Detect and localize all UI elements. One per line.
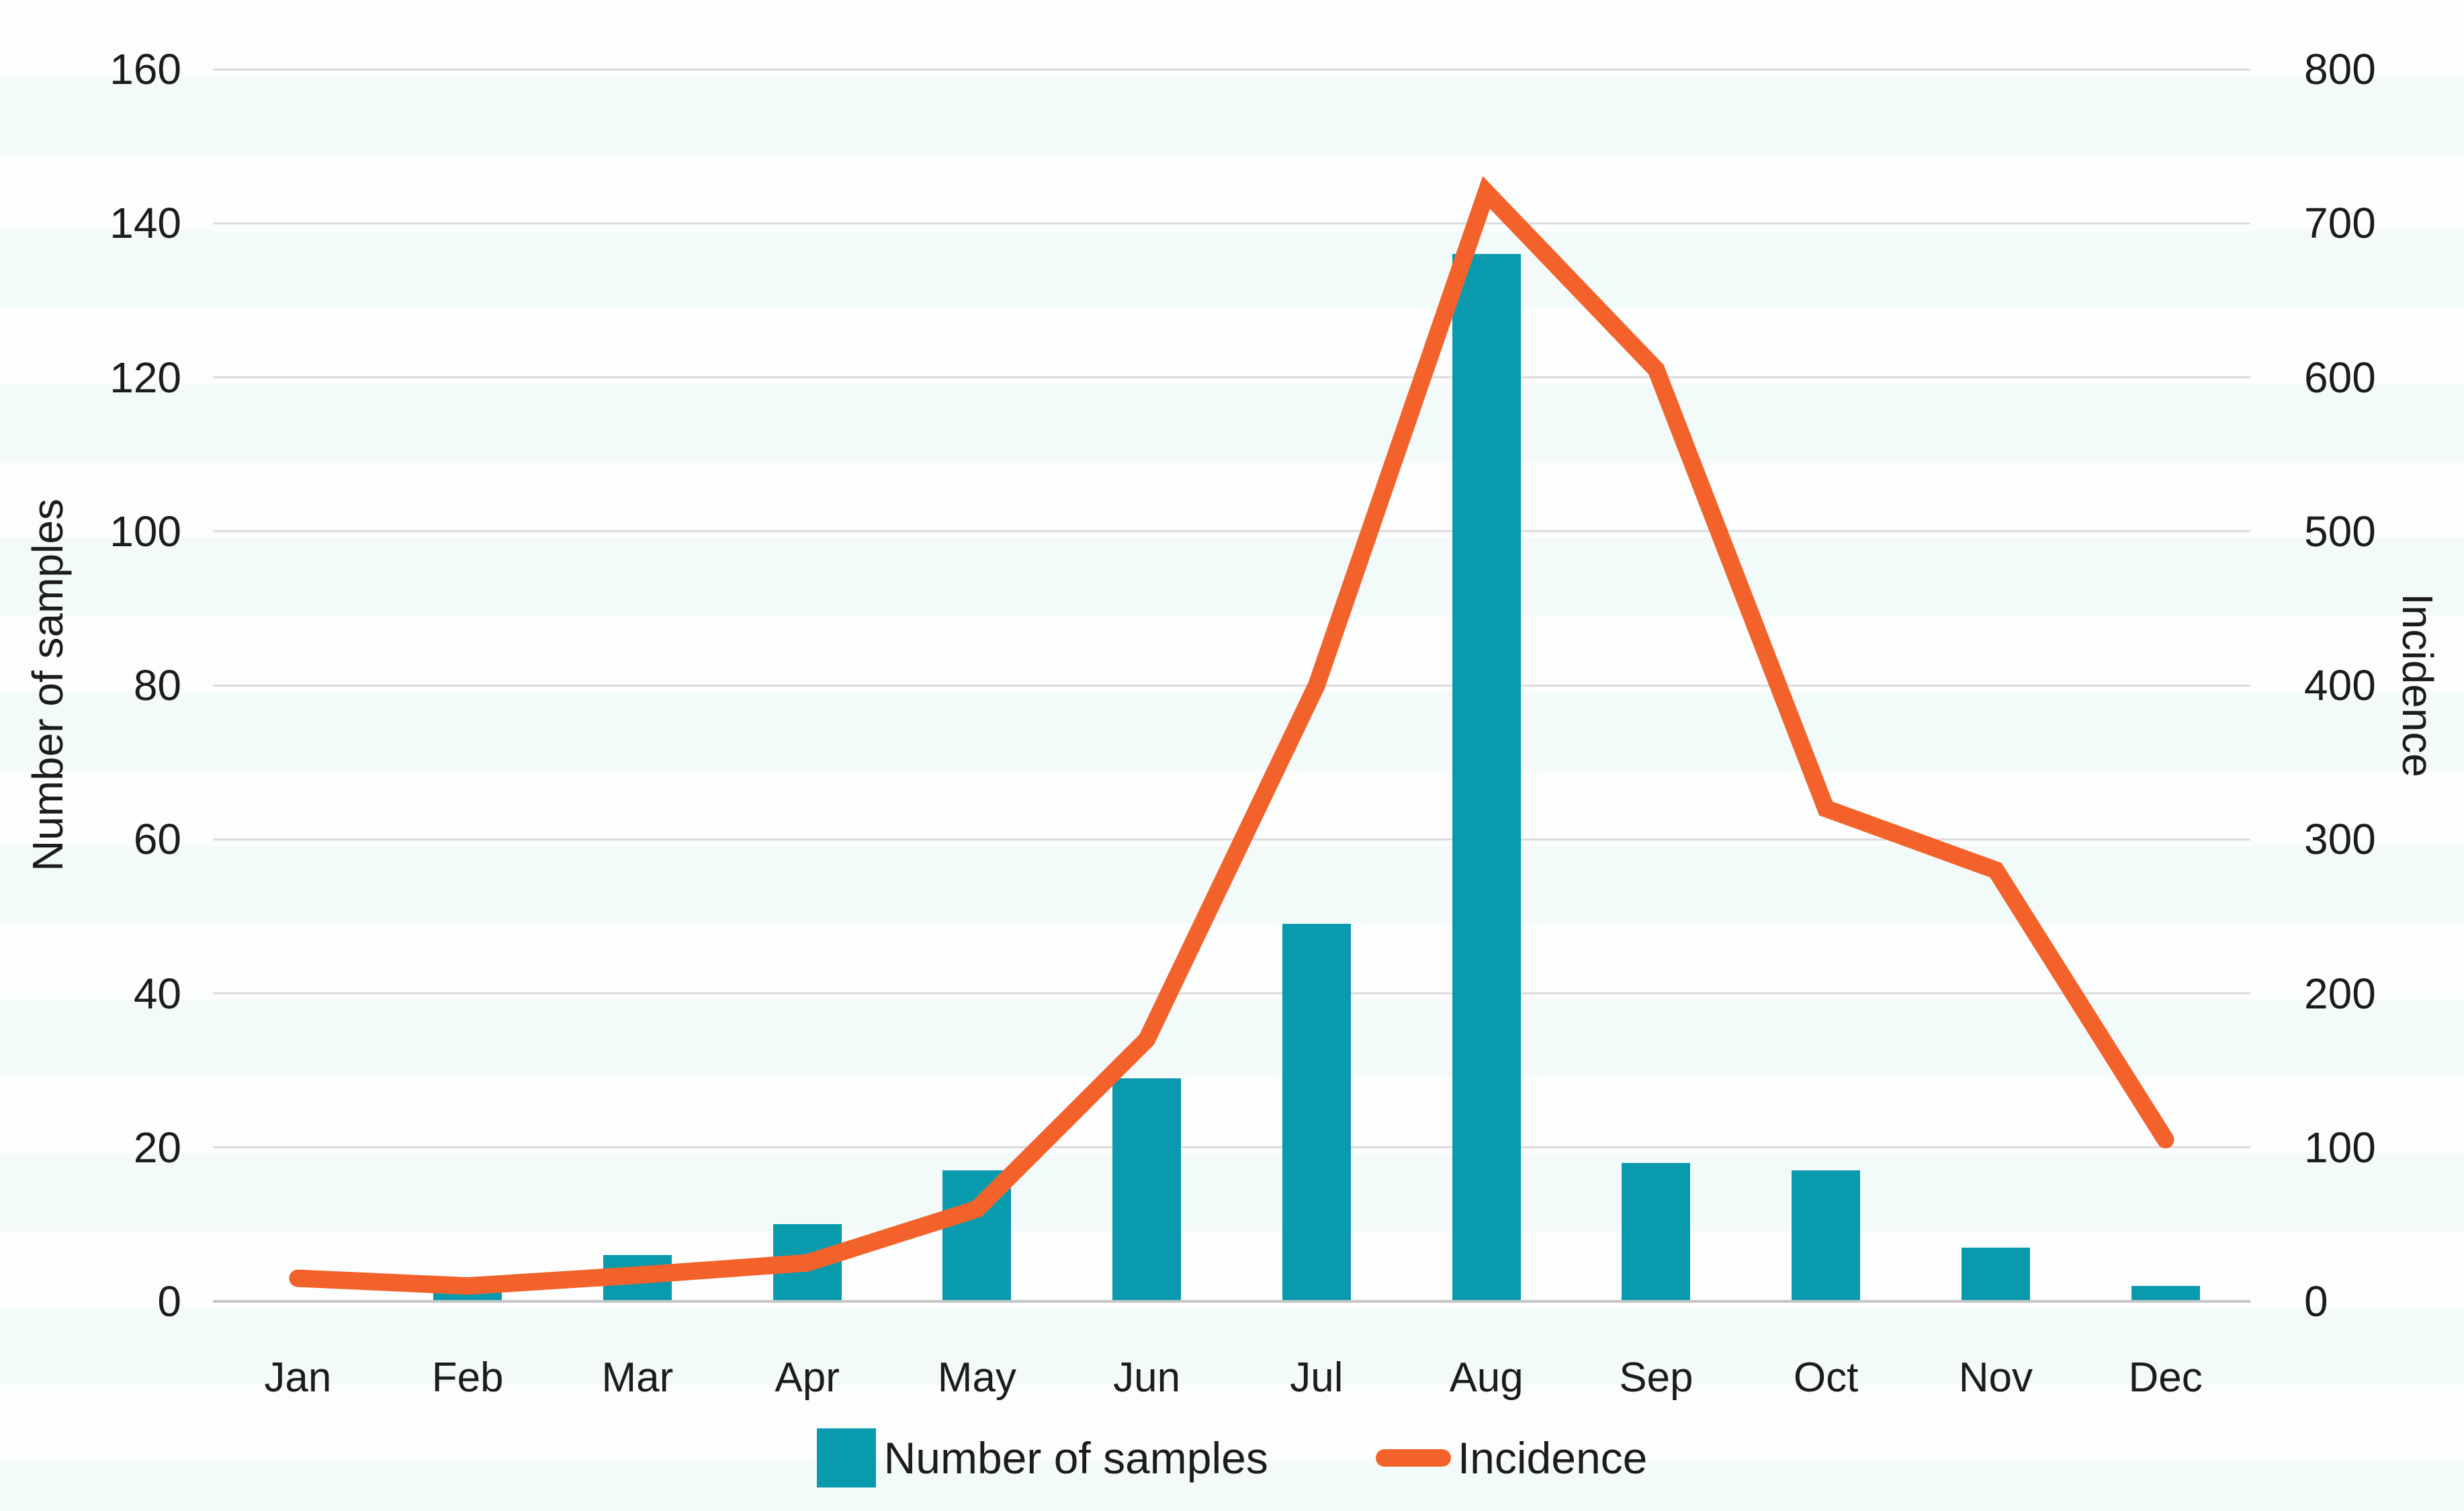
x-label-jul: Jul	[1290, 1354, 1344, 1401]
left-tick-40: 40	[133, 969, 181, 1018]
bar-oct	[1792, 1170, 1861, 1301]
right-tick-700: 700	[2304, 199, 2376, 248]
bar-aug	[1452, 254, 1521, 1301]
left-tick-120: 120	[109, 353, 181, 402]
bar-nov	[1961, 1247, 2030, 1301]
x-label-feb: Feb	[431, 1354, 504, 1401]
bar-jun	[1112, 1078, 1182, 1301]
x-label-nov: Nov	[1958, 1354, 2033, 1401]
right-tick-100: 100	[2304, 1123, 2376, 1172]
left-tick-60: 60	[133, 815, 181, 864]
left-tick-80: 80	[133, 661, 181, 709]
x-axis-line	[213, 1300, 2250, 1303]
left-tick-140: 140	[109, 199, 181, 248]
legend-label-incidence: Incidence	[1457, 1433, 1648, 1483]
legend-label-samples: Number of samples	[883, 1433, 1268, 1483]
left-tick-100: 100	[109, 507, 181, 556]
left-tick-160: 160	[109, 45, 181, 93]
right-tick-0: 0	[2304, 1277, 2328, 1326]
x-label-oct: Oct	[1793, 1354, 1859, 1401]
x-label-dec: Dec	[2128, 1354, 2203, 1401]
gridline	[213, 992, 2250, 994]
right-tick-500: 500	[2304, 507, 2376, 556]
bar-jul	[1282, 924, 1351, 1301]
x-label-apr: Apr	[775, 1354, 840, 1401]
legend-swatch-incidence	[1375, 1449, 1451, 1467]
gridline	[213, 838, 2250, 840]
incidence-line	[289, 176, 2174, 1295]
left-tick-0: 0	[157, 1277, 181, 1326]
bar-sep	[1622, 1162, 1691, 1301]
gridline	[213, 68, 2250, 71]
bar-dec	[2131, 1286, 2200, 1301]
bar-mar	[603, 1255, 672, 1301]
left-tick-20: 20	[133, 1123, 181, 1172]
bar-apr	[773, 1224, 842, 1301]
x-label-may: May	[937, 1354, 1016, 1401]
bar-feb	[433, 1286, 502, 1301]
right-tick-300: 300	[2304, 815, 2376, 864]
x-label-mar: Mar	[601, 1354, 674, 1401]
legend: Number of samples Incidence	[0, 1423, 2464, 1493]
right-tick-400: 400	[2304, 661, 2376, 709]
gridline	[213, 530, 2250, 533]
legend-swatch-samples	[816, 1428, 876, 1487]
right-tick-600: 600	[2304, 353, 2376, 402]
x-label-aug: Aug	[1449, 1354, 1524, 1401]
gridline	[213, 376, 2250, 378]
x-label-jun: Jun	[1113, 1354, 1181, 1401]
right-axis-title: Incidence	[2393, 593, 2442, 777]
gridline	[213, 1146, 2250, 1149]
x-label-jan: Jan	[264, 1354, 332, 1401]
bar-may	[942, 1170, 1012, 1301]
right-tick-800: 800	[2304, 45, 2376, 93]
gridline	[213, 222, 2250, 224]
x-label-sep: Sep	[1619, 1354, 1693, 1401]
right-tick-200: 200	[2304, 969, 2376, 1018]
gridline	[213, 684, 2250, 687]
